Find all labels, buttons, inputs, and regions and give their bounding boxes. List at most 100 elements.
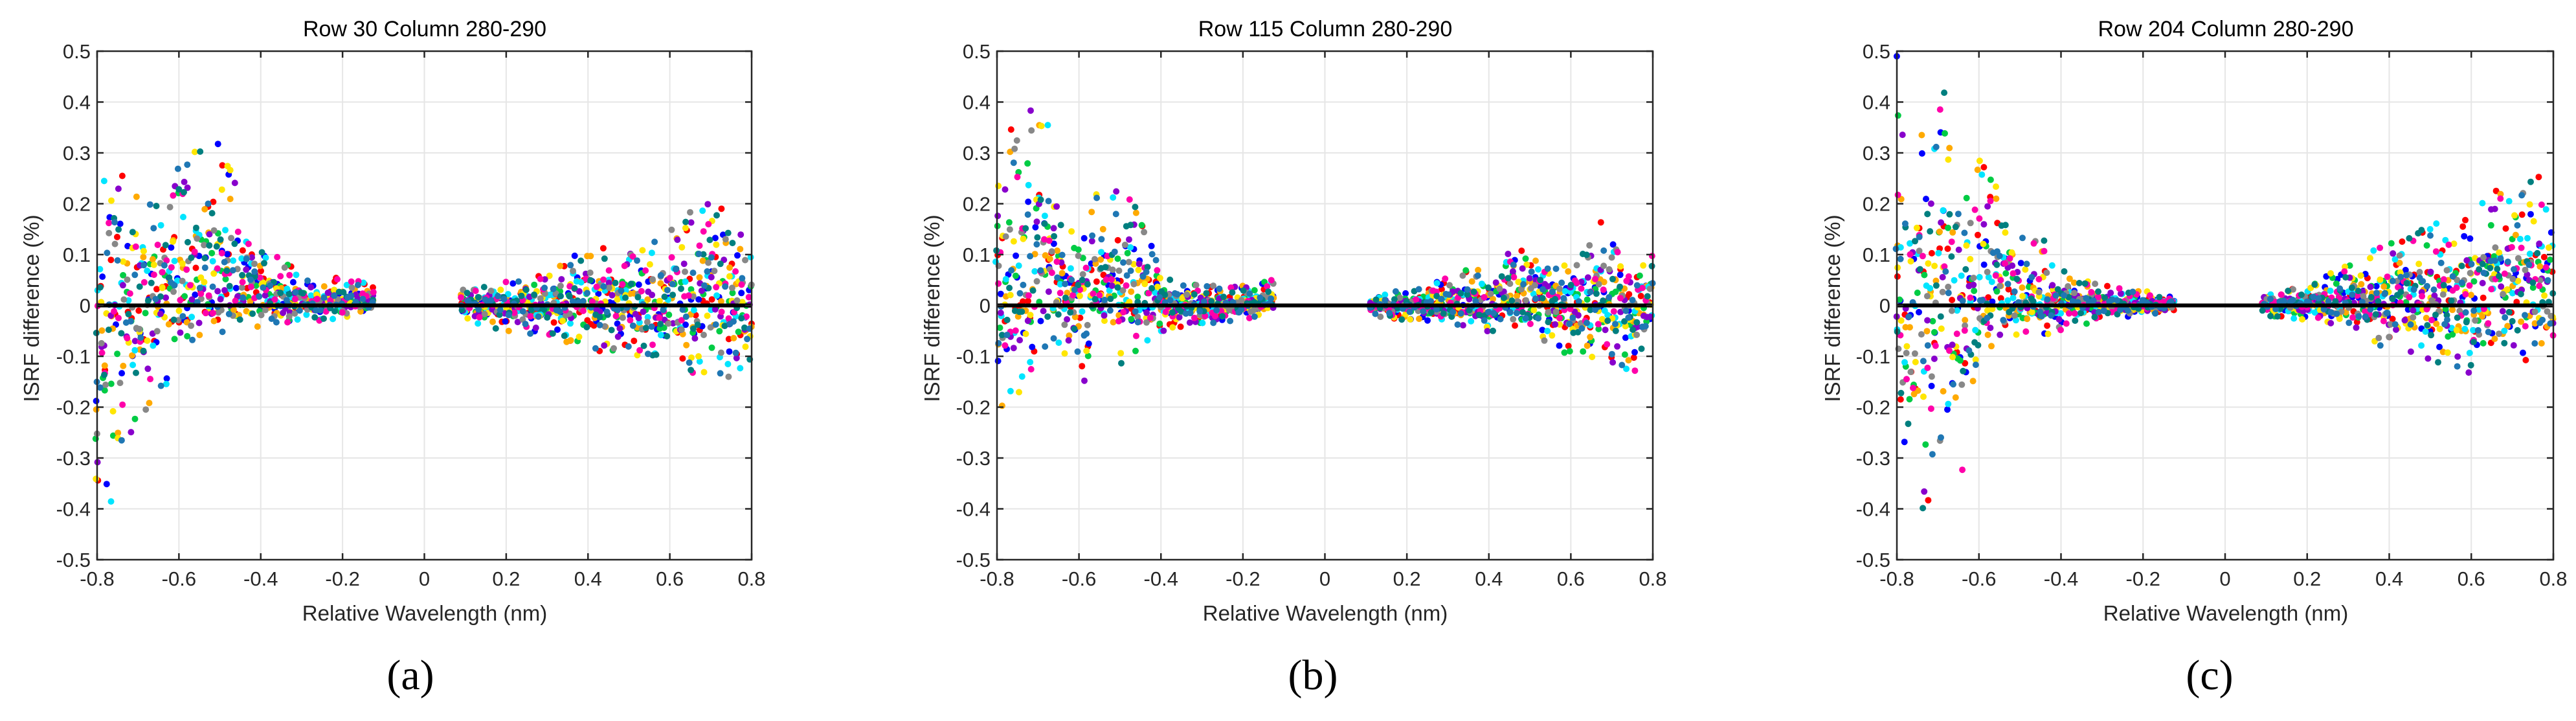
- data-point: [2410, 314, 2417, 321]
- data-point: [2167, 298, 2175, 305]
- data-point: [651, 238, 658, 246]
- data-point: [1148, 242, 1155, 249]
- data-point: [117, 380, 124, 387]
- data-point: [2524, 235, 2531, 242]
- data-point: [2024, 315, 2031, 323]
- data-point: [1556, 285, 1563, 292]
- data-point: [1604, 341, 1611, 348]
- data-point: [2406, 293, 2413, 301]
- data-point: [1640, 262, 1647, 269]
- data-point: [184, 184, 191, 191]
- data-point: [1609, 359, 1617, 366]
- data-point: [1462, 267, 1470, 274]
- data-point: [1169, 324, 1176, 331]
- data-point: [226, 282, 233, 290]
- data-point: [2013, 275, 2021, 282]
- data-point: [1901, 220, 1909, 227]
- data-point: [2311, 309, 2318, 316]
- data-point: [2530, 218, 2537, 225]
- data-point: [2454, 314, 2461, 321]
- data-point: [1606, 294, 1613, 301]
- data-point: [1433, 280, 1440, 287]
- data-point: [2463, 319, 2470, 326]
- data-point: [683, 341, 690, 349]
- data-point: [171, 282, 178, 289]
- data-point: [1438, 295, 1445, 303]
- data-point: [2076, 280, 2083, 286]
- data-point: [291, 310, 298, 317]
- data-point: [569, 298, 576, 305]
- data-point: [2503, 286, 2511, 293]
- data-point: [1631, 367, 1639, 374]
- data-point: [181, 293, 188, 300]
- data-point: [492, 325, 499, 332]
- data-point: [1120, 259, 1126, 266]
- data-point: [175, 186, 183, 193]
- data-point: [600, 276, 607, 283]
- x-tick-label: 0: [1319, 567, 1330, 590]
- data-point: [1937, 313, 1944, 320]
- data-point: [1071, 286, 1078, 293]
- data-point: [1156, 275, 1163, 282]
- y-tick-label: 0.3: [963, 142, 991, 165]
- data-point: [1110, 319, 1117, 326]
- data-point: [1595, 321, 1602, 328]
- data-point: [243, 255, 250, 262]
- data-point: [262, 254, 269, 261]
- data-point: [2381, 290, 2388, 297]
- data-point: [557, 282, 564, 290]
- data-point: [619, 280, 626, 288]
- data-point: [1016, 290, 1024, 297]
- data-point: [1132, 308, 1139, 315]
- x-tick-label: -0.2: [325, 567, 359, 590]
- data-point: [1034, 234, 1041, 241]
- data-point: [2071, 290, 2078, 297]
- data-point: [1989, 298, 1996, 305]
- data-point: [1919, 253, 1926, 260]
- panel-a-xlabel: Relative Wavelength (nm): [302, 601, 547, 625]
- data-point: [2353, 324, 2360, 331]
- data-point: [1907, 324, 1913, 331]
- data-point: [180, 214, 186, 220]
- data-point: [225, 310, 232, 317]
- data-point: [1496, 285, 1503, 292]
- data-point: [1898, 389, 1905, 396]
- panel-a-ylabel: ISRF difference (%): [19, 214, 43, 402]
- data-point: [1928, 382, 1935, 389]
- data-point: [1128, 288, 1135, 295]
- data-point: [2514, 255, 2522, 262]
- data-point: [1621, 351, 1628, 358]
- data-point: [2419, 278, 2426, 285]
- data-point: [567, 262, 574, 269]
- data-point: [1510, 261, 1517, 268]
- data-point: [2454, 353, 2461, 360]
- data-point: [1949, 354, 1956, 361]
- data-point: [1033, 278, 1040, 285]
- data-point: [695, 251, 702, 257]
- data-point: [1552, 308, 1560, 315]
- data-point: [120, 271, 127, 279]
- data-point: [690, 325, 697, 332]
- data-point: [1976, 273, 1983, 280]
- data-point: [2407, 321, 2414, 328]
- data-point: [1922, 441, 1929, 448]
- data-point: [213, 243, 220, 250]
- data-point: [1134, 319, 1141, 326]
- data-point: [665, 320, 672, 327]
- panel-c-xlabel: Relative Wavelength (nm): [2103, 601, 2348, 625]
- data-point: [1398, 316, 1406, 323]
- data-point: [2423, 242, 2430, 249]
- data-point: [1136, 260, 1143, 268]
- data-point: [2078, 310, 2085, 317]
- data-point: [1138, 222, 1145, 229]
- data-point: [111, 219, 118, 226]
- data-point: [210, 270, 218, 277]
- x-tick-label: -0.6: [162, 567, 196, 590]
- data-point: [1002, 342, 1009, 349]
- data-point: [1139, 273, 1147, 280]
- data-point: [571, 285, 578, 292]
- data-point: [222, 275, 229, 282]
- data-point: [1028, 127, 1035, 134]
- data-point: [124, 276, 131, 283]
- data-point: [1134, 293, 1141, 301]
